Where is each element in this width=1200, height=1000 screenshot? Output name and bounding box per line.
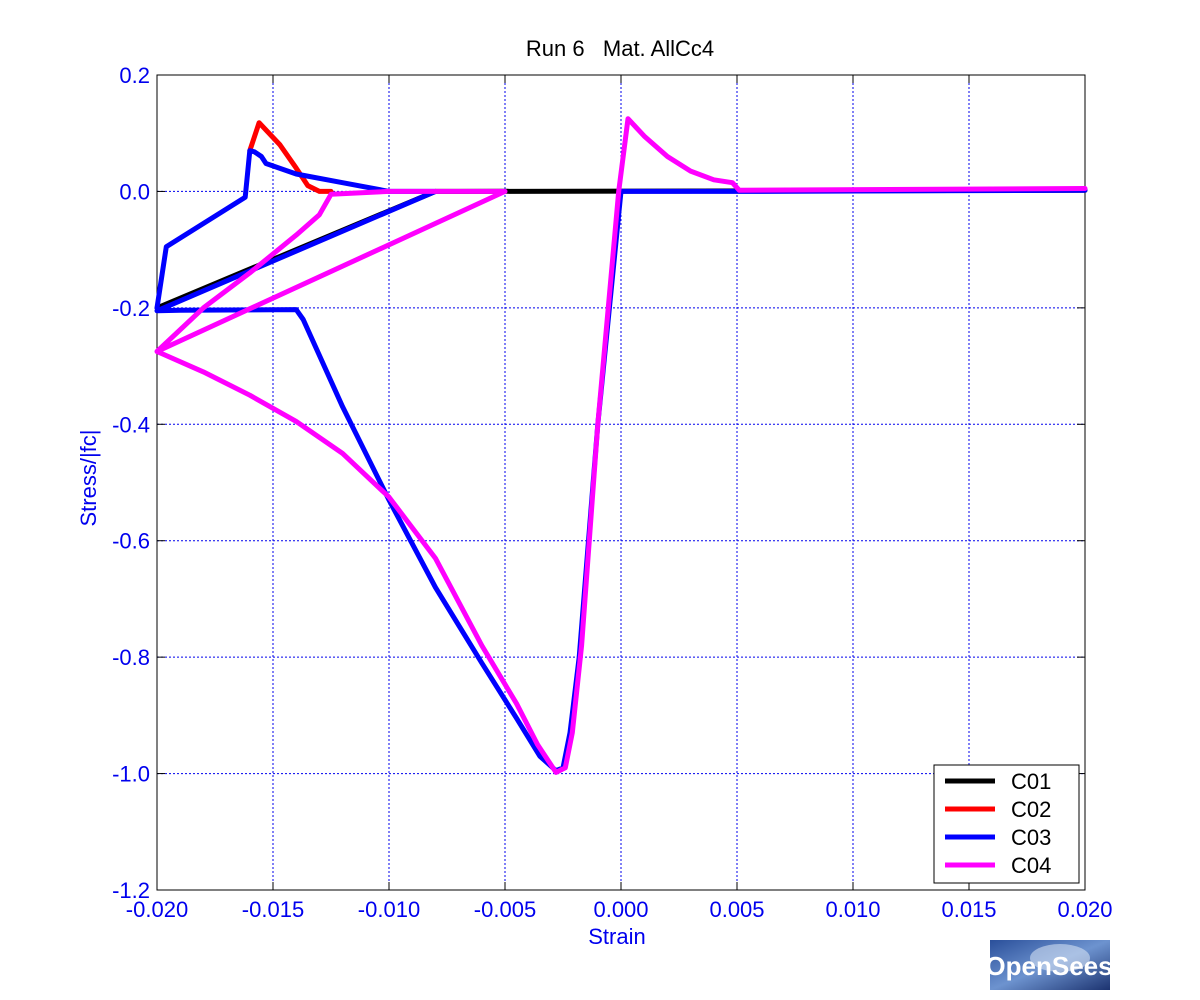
x-tick-label: 0.010: [825, 897, 880, 922]
x-tick-label: -0.005: [474, 897, 536, 922]
y-tick-label: -0.4: [112, 412, 150, 437]
logo-text: OpenSees: [985, 951, 1112, 981]
series-line-c04: [154, 116, 1088, 775]
x-tick-label: -0.020: [126, 897, 188, 922]
series-line-c02: [247, 120, 334, 194]
y-axis-ticks: 0.2 0.0 -0.2 -0.4 -0.6 -0.8 -1.0 -1.2: [112, 63, 1085, 903]
y-tick-label: -0.6: [112, 529, 150, 554]
y-tick-label: 0.2: [119, 63, 150, 88]
x-tick-label: -0.010: [358, 897, 420, 922]
x-tick-label: -0.015: [242, 897, 304, 922]
opensees-logo: OpenSees: [985, 940, 1113, 990]
legend-label-c01: C01: [1011, 769, 1051, 794]
y-tick-label: -1.2: [112, 878, 150, 903]
y-tick-label: 0.0: [119, 179, 150, 204]
x-tick-label: 0.015: [941, 897, 996, 922]
series-lines: [154, 116, 1088, 775]
x-tick-label: 0.005: [709, 897, 764, 922]
legend-label-c02: C02: [1011, 797, 1051, 822]
y-axis-label: Stress/|fc|: [76, 429, 101, 526]
y-tick-label: -0.2: [112, 296, 150, 321]
logo-cloud: [1030, 944, 1090, 972]
x-axis-label: Strain: [588, 924, 645, 949]
legend: C01 C02 C03 C04: [933, 764, 1080, 884]
x-tick-label: 0.020: [1057, 897, 1112, 922]
x-tick-label: 0.000: [593, 897, 648, 922]
legend-label-c03: C03: [1011, 825, 1051, 850]
legend-label-c04: C04: [1011, 853, 1051, 878]
x-axis-ticks: -0.020 -0.015 -0.010 -0.005 0.000 0.005 0.010 0…: [126, 75, 1113, 922]
y-tick-label: -0.8: [112, 645, 150, 670]
chart-title: Run 6 Mat. AllCc4: [526, 36, 714, 61]
y-tick-label: -1.0: [112, 762, 150, 787]
